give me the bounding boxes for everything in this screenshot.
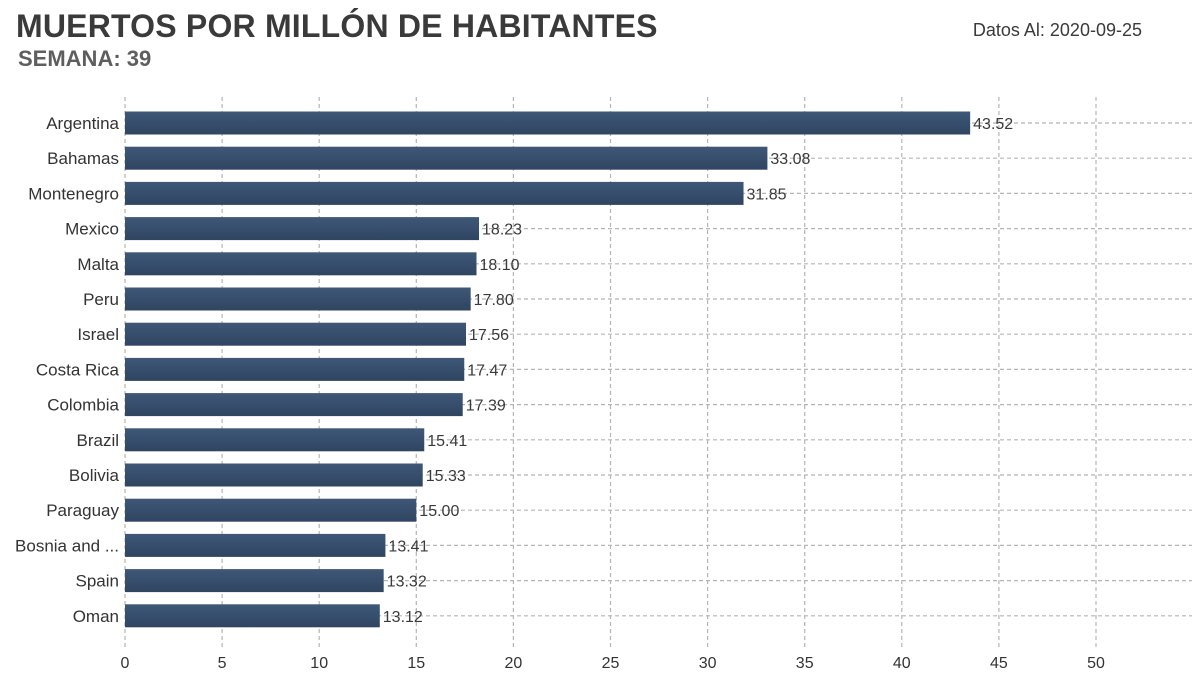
data-label: 33.08 <box>770 151 810 168</box>
bar <box>125 111 971 135</box>
x-tick-label: 50 <box>1087 655 1105 672</box>
data-label: 15.00 <box>419 503 459 520</box>
x-tick-label: 15 <box>407 655 425 672</box>
category-label: Bolivia <box>69 466 120 485</box>
bar <box>125 357 465 381</box>
data-label: 15.41 <box>427 433 467 450</box>
x-tick-label: 0 <box>121 655 130 672</box>
bar <box>125 252 477 276</box>
data-label: 17.47 <box>467 362 507 379</box>
category-label: Peru <box>83 290 119 309</box>
data-label: 17.80 <box>474 292 514 309</box>
bar <box>125 322 467 346</box>
chart-title: MUERTOS POR MILLÓN DE HABITANTES <box>16 8 658 44</box>
bar <box>125 604 380 628</box>
category-label: Spain <box>76 572 119 591</box>
x-tick-label: 25 <box>602 655 620 672</box>
data-label: 15.33 <box>426 468 466 485</box>
bar <box>125 428 425 452</box>
data-label: 13.41 <box>388 538 428 555</box>
category-label: Costa Rica <box>36 360 120 379</box>
data-label: 31.85 <box>747 186 787 203</box>
bar <box>125 181 744 205</box>
bar <box>125 393 463 417</box>
category-label: Oman <box>73 607 119 626</box>
data-label: 43.52 <box>973 116 1013 133</box>
x-tick-label: 40 <box>893 655 911 672</box>
x-tick-label: 10 <box>310 655 328 672</box>
bar <box>125 463 423 487</box>
category-label: Argentina <box>46 114 119 133</box>
data-date-label: Datos Al: 2020-09-25 <box>972 20 1142 40</box>
data-label: 17.56 <box>469 327 509 344</box>
x-tick-label: 30 <box>699 655 717 672</box>
x-tick-label: 5 <box>218 655 227 672</box>
category-label: Israel <box>77 325 119 344</box>
chart-subtitle: SEMANA: 39 <box>18 46 152 71</box>
x-tick-label: 35 <box>796 655 814 672</box>
bar <box>125 533 386 557</box>
category-label: Colombia <box>47 396 119 415</box>
data-label: 13.12 <box>383 609 423 626</box>
category-label: Montenegro <box>28 184 119 203</box>
bar <box>125 498 417 522</box>
data-label: 18.10 <box>480 257 520 274</box>
x-tick-label: 20 <box>505 655 523 672</box>
category-label: Brazil <box>76 431 119 450</box>
category-label: Malta <box>77 255 119 274</box>
x-tick-label: 45 <box>990 655 1008 672</box>
bar <box>125 146 768 170</box>
category-label: Mexico <box>65 220 119 239</box>
data-label: 13.32 <box>387 574 427 591</box>
bar <box>125 287 471 311</box>
category-label: Paraguay <box>46 501 119 520</box>
bar <box>125 217 480 241</box>
category-label: Bosnia and ... <box>15 536 119 555</box>
category-label: Bahamas <box>47 149 119 168</box>
data-label: 18.23 <box>482 222 522 239</box>
data-label: 17.39 <box>466 398 506 415</box>
bar <box>125 569 384 593</box>
